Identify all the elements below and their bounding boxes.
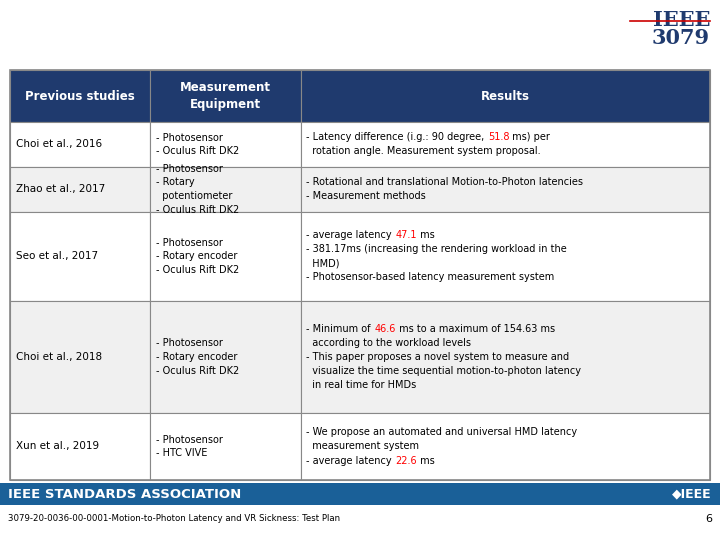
Text: - Photosensor
- Rotary
  potentiometer
- Oculus Rift DK2: - Photosensor - Rotary potentiometer - O… [156,164,239,214]
Text: - Minimum of: - Minimum of [307,324,374,334]
Bar [10,167,150,212]
Text: - Photosensor
- Rotary encoder
- Oculus Rift DK2: - Photosensor - Rotary encoder - Oculus … [156,238,239,275]
Text: ◆IEEE: ◆IEEE [672,488,712,501]
Text: Seo et al., 2017: Seo et al., 2017 [16,251,98,261]
Text: 22.6: 22.6 [395,456,417,465]
Text: Results: Results [481,90,530,103]
Text: - Photosensor
- Rotary encoder
- Oculus Rift DK2: - Photosensor - Rotary encoder - Oculus … [156,339,239,375]
Bar [10,301,150,413]
Text: rotation angle. Measurement system proposal.: rotation angle. Measurement system propo… [307,146,541,157]
Text: 46.6: 46.6 [374,324,395,334]
Text: Zhao et al., 2017: Zhao et al., 2017 [16,184,105,194]
Text: - Photosensor
- HTC VIVE: - Photosensor - HTC VIVE [156,435,223,458]
Text: according to the workload levels: according to the workload levels [307,338,472,348]
Text: ms) per: ms) per [509,132,550,143]
Text: ms: ms [417,456,435,465]
Text: 51.8: 51.8 [488,132,509,143]
Bar [150,70,300,122]
Text: visualize the time sequential motion-to-photon latency: visualize the time sequential motion-to-… [307,366,582,376]
Text: ms: ms [417,230,434,240]
Text: IEEE STANDARDS ASSOCIATION: IEEE STANDARDS ASSOCIATION [8,488,241,501]
Text: 6: 6 [705,514,712,523]
Text: measurement system: measurement system [307,441,420,451]
Text: - This paper proposes a novel system to measure and: - This paper proposes a novel system to … [307,352,570,362]
Bar [0,483,720,505]
Text: - We propose an automated and universal HMD latency: - We propose an automated and universal … [307,427,577,437]
Text: 3079-20-0036-00-0001-Motion-to-Photon Latency and VR Sickness: Test Plan: 3079-20-0036-00-0001-Motion-to-Photon La… [8,514,340,523]
Text: - Rotational and translational Motion-to-Photon latencies: - Rotational and translational Motion-to… [307,177,583,187]
Text: - Photosensor
- Oculus Rift DK2: - Photosensor - Oculus Rift DK2 [156,133,239,156]
Bar [300,70,710,122]
Bar [150,212,300,301]
Bar [10,70,710,480]
Text: - Measurement methods: - Measurement methods [307,191,426,201]
Text: Measurement
Equipment: Measurement Equipment [180,81,271,111]
Bar [150,413,300,480]
Text: Choi et al., 2018: Choi et al., 2018 [16,352,102,362]
Bar [150,122,300,167]
Text: 3079: 3079 [652,28,710,48]
Bar [150,301,300,413]
Text: - Photosensor-based latency measurement system: - Photosensor-based latency measurement … [307,272,554,282]
Text: Previous studies: Previous studies [25,90,135,103]
Text: Choi et al., 2016: Choi et al., 2016 [16,139,102,150]
Bar [10,70,150,122]
Text: - average latency: - average latency [307,456,395,465]
Text: HMD): HMD) [307,258,340,268]
Bar [300,122,710,167]
Text: Xun et al., 2019: Xun et al., 2019 [16,441,99,451]
Text: - Latency difference (i.g.: 90 degree,: - Latency difference (i.g.: 90 degree, [307,132,488,143]
Bar [300,212,710,301]
Bar [10,413,150,480]
Bar [150,167,300,212]
Text: - 381.17ms (increasing the rendering workload in the: - 381.17ms (increasing the rendering wor… [307,244,567,254]
Text: ms to a maximum of 154.63 ms: ms to a maximum of 154.63 ms [395,324,554,334]
Text: IEEE: IEEE [652,10,710,30]
Text: in real time for HMDs: in real time for HMDs [307,380,417,390]
Bar [300,413,710,480]
Bar [300,167,710,212]
Bar [300,301,710,413]
Bar [10,212,150,301]
Text: 47.1: 47.1 [395,230,417,240]
Bar [10,122,150,167]
Text: - average latency: - average latency [307,230,395,240]
